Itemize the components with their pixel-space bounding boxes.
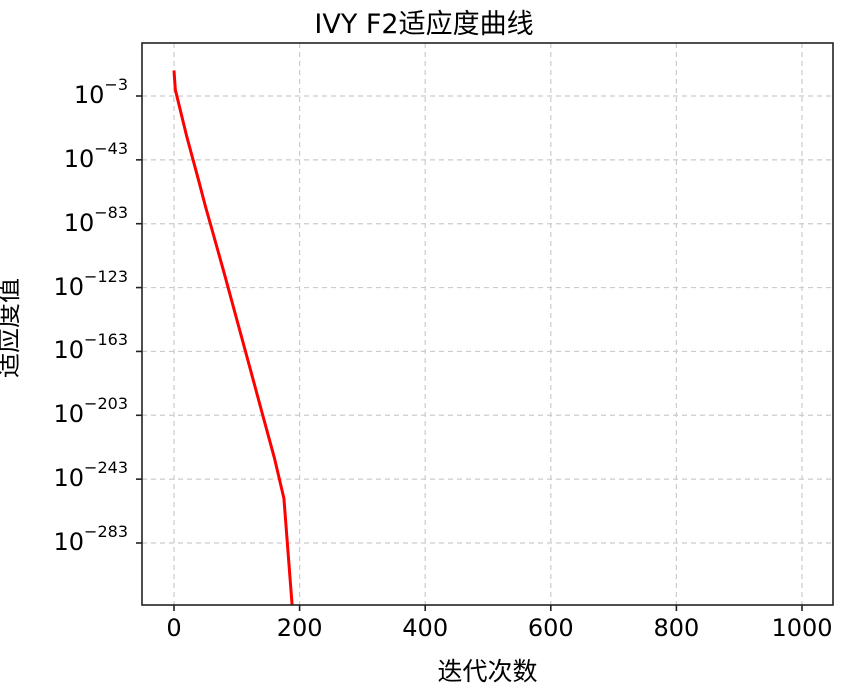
tick-marks — [136, 95, 803, 611]
x-axis-label: 迭代次数 — [437, 657, 538, 686]
y-tick-label: 10−3 — [73, 75, 128, 109]
y-tick-label: 10−123 — [53, 266, 129, 301]
fitness-curve — [172, 70, 294, 606]
x-tick-label: 400 — [402, 614, 449, 642]
x-tick-label: 800 — [653, 614, 700, 642]
grid-lines — [142, 43, 833, 605]
chart-title: IVY F2适应度曲线 — [314, 9, 534, 40]
x-tick-label: 200 — [276, 614, 323, 642]
y-tick-label: 10−283 — [53, 522, 129, 556]
x-tick-label: 600 — [527, 614, 574, 642]
y-tick-label: 10−243 — [53, 458, 129, 493]
x-tick-label: 1000 — [771, 614, 833, 642]
axes-frame — [141, 42, 834, 606]
y-axis-label: 适应度值 — [0, 278, 23, 379]
y-tick-label: 10−163 — [53, 330, 129, 365]
y-tick-label: 10−203 — [53, 394, 129, 429]
y-tick-label: 10−43 — [63, 138, 128, 173]
y-tick-label: 10−83 — [63, 202, 128, 237]
x-tick-label: 0 — [166, 614, 182, 642]
